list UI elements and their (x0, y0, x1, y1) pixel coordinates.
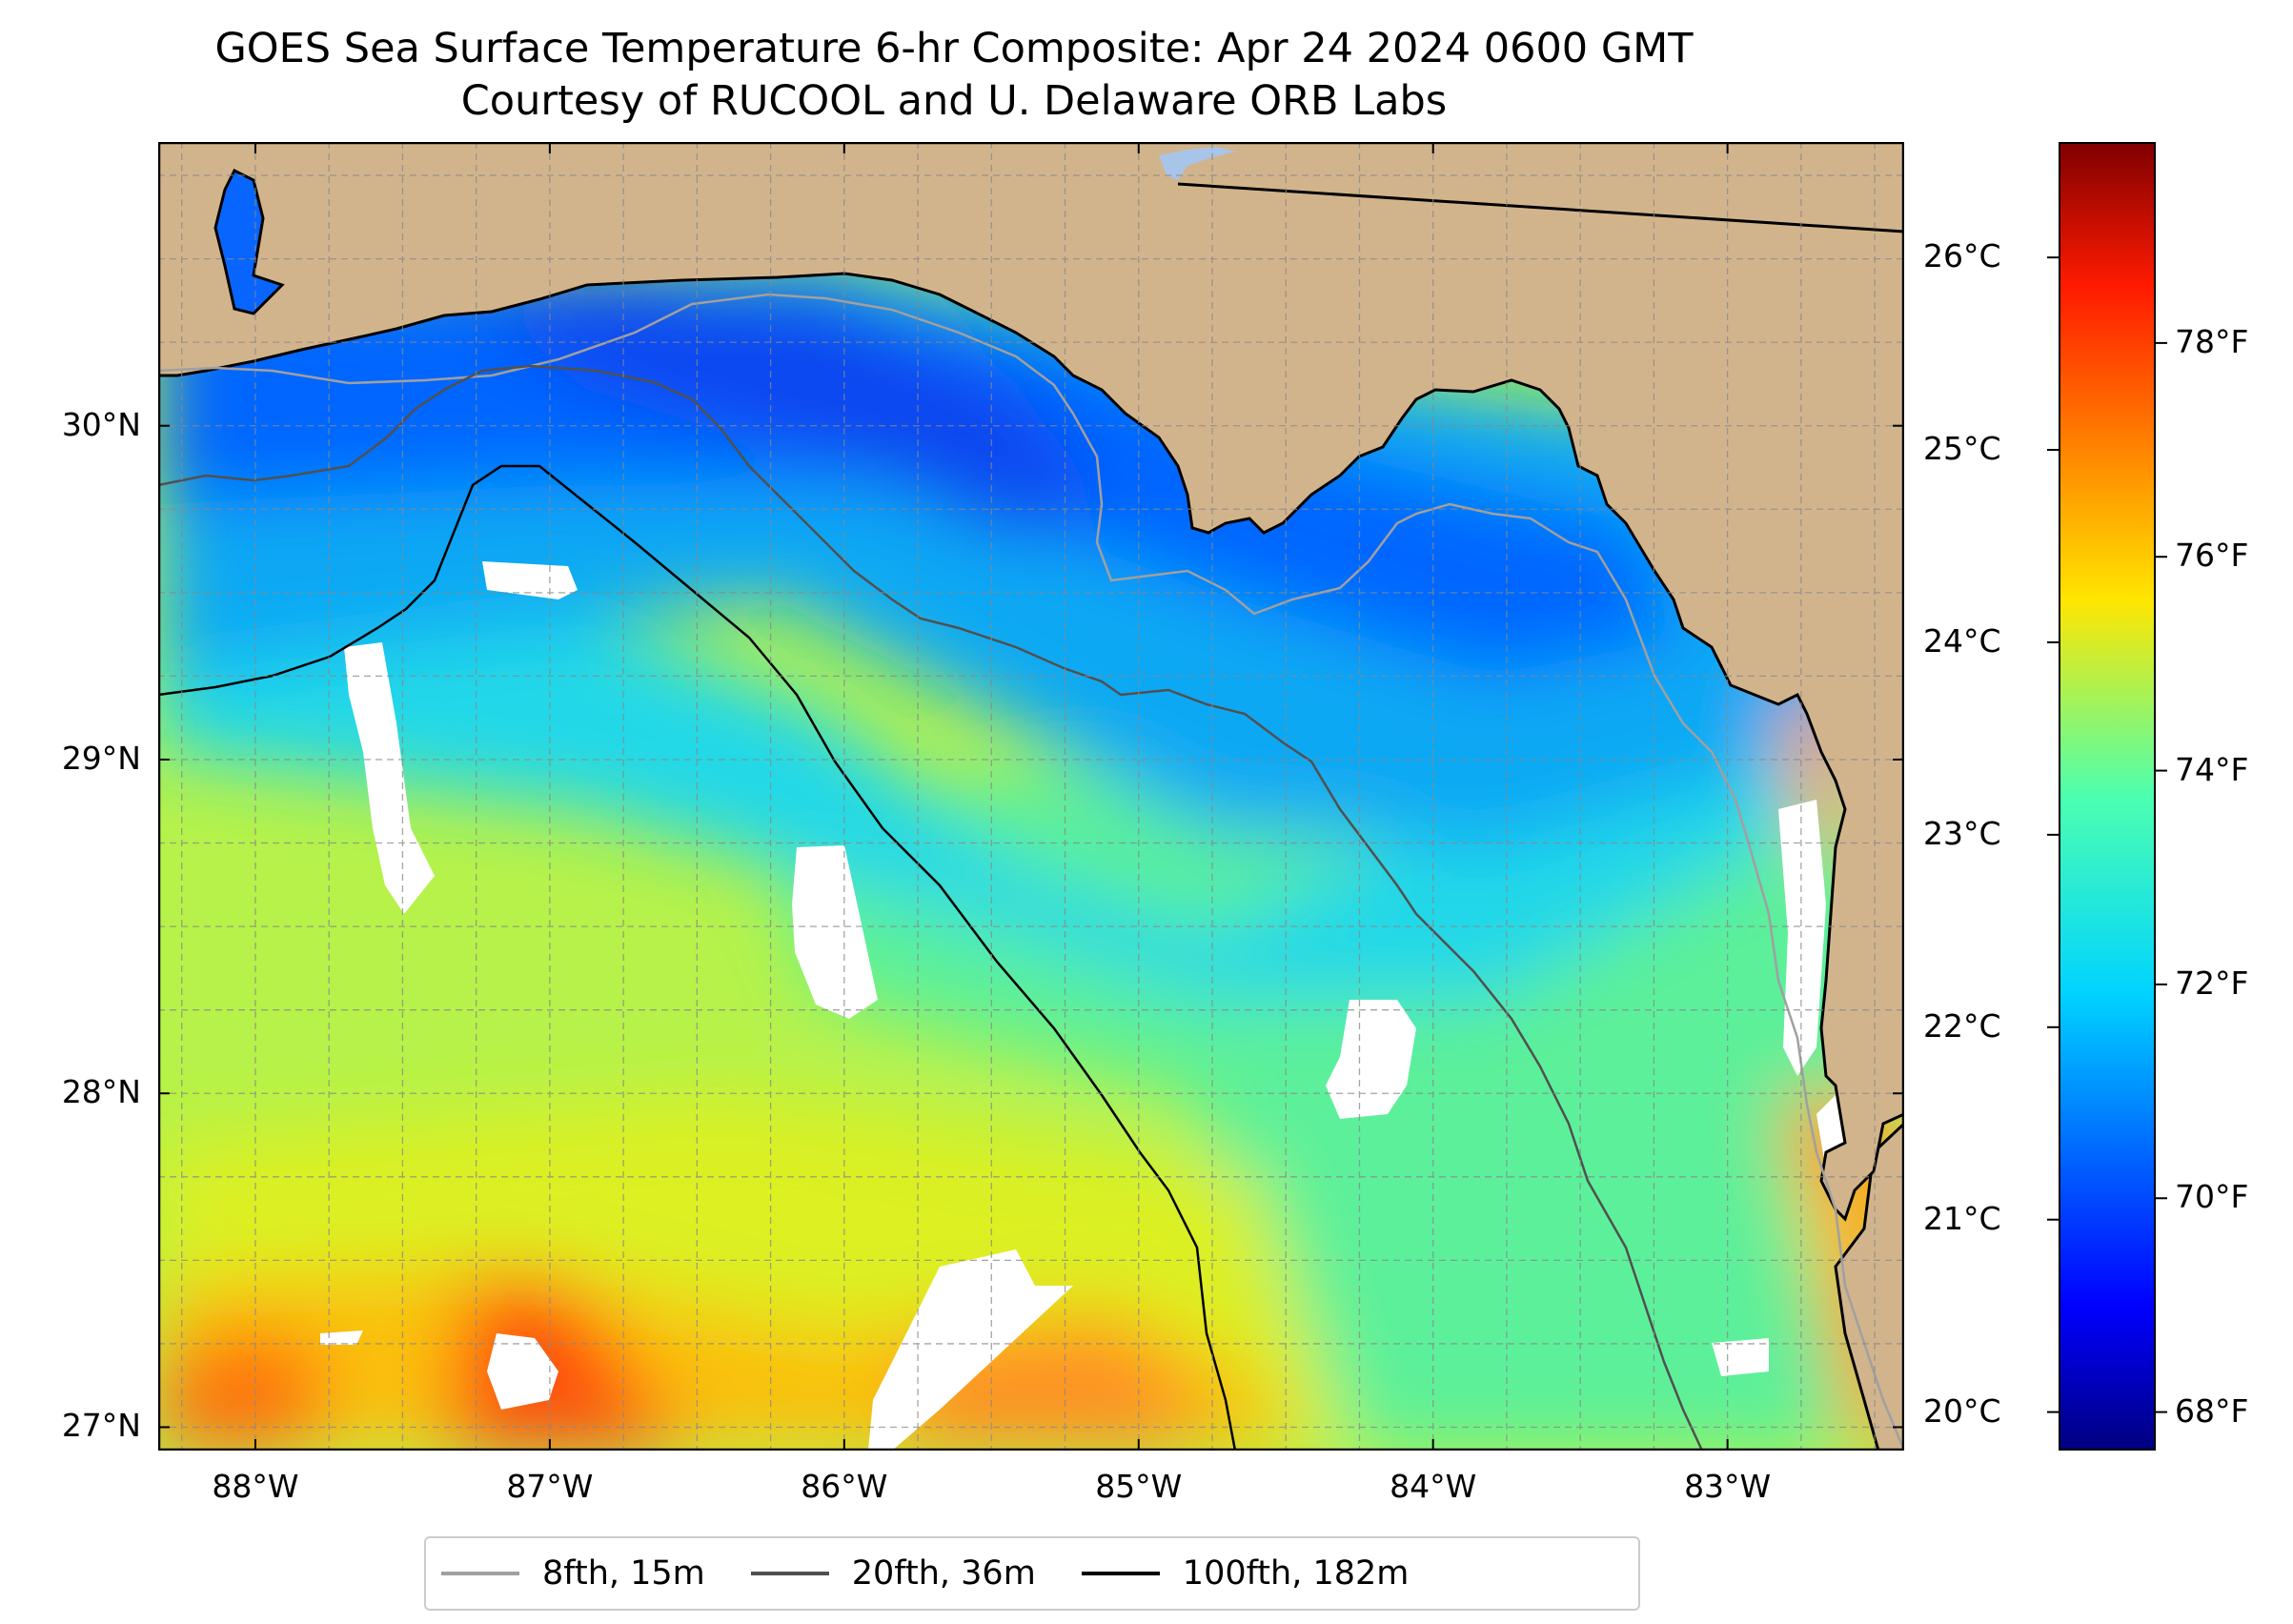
fahrenheit-tick-label: 76°F (2175, 537, 2249, 575)
contour-8fth (158, 293, 1904, 1451)
longitude-tick-label: 85°W (1095, 1468, 1183, 1505)
latitude-tick-label: 30°N (61, 405, 141, 443)
celsius-tick-label: 23°C (1923, 814, 2001, 852)
celsius-tick-label: 25°C (1923, 430, 2001, 468)
legend-item: 8fth, 15m (441, 1554, 705, 1593)
latitude-tick-label: 27°N (61, 1407, 141, 1445)
legend-swatch-20fth (750, 1572, 829, 1575)
legend-label: 8fth, 15m (542, 1554, 705, 1593)
longitude-tick-label: 86°W (801, 1468, 888, 1505)
longitude-tick-label: 84°W (1390, 1468, 1477, 1505)
map-subtitle: Courtesy of RUCOOL and U. Delaware ORB L… (460, 77, 1448, 125)
legend-swatch-8fth (441, 1572, 519, 1575)
celsius-tick-label: 24°C (1923, 621, 2001, 660)
celsius-tick-label: 26°C (1923, 237, 2001, 275)
longitude-tick-label: 88°W (212, 1468, 299, 1505)
longitude-tick-label: 87°W (506, 1468, 594, 1505)
celsius-tick-label: 21°C (1923, 1199, 2001, 1237)
legend-label: 20fth, 36m (851, 1554, 1036, 1593)
legend-item: 100fth, 182m (1081, 1554, 1410, 1593)
map-title: GOES Sea Surface Temperature 6-hr Compos… (214, 25, 1694, 72)
celsius-tick-label: 22°C (1923, 1006, 2001, 1045)
map-tick-marks (158, 142, 1904, 1451)
contour-legend: 8fth, 15m 20fth, 36m 100fth, 182m (424, 1536, 1640, 1611)
celsius-tick-label: 20°C (1923, 1391, 2001, 1430)
sst-map (158, 142, 1904, 1451)
legend-item: 20fth, 36m (750, 1554, 1036, 1593)
fahrenheit-tick-label: 74°F (2175, 750, 2249, 788)
temperature-colorbar (2047, 142, 2167, 1451)
missing-data-areas (320, 561, 1845, 1451)
legend-label: 100fth, 182m (1182, 1554, 1410, 1593)
legend-swatch-100fth (1081, 1572, 1160, 1575)
contour-100fth (158, 464, 1237, 1451)
longitude-tick-label: 83°W (1684, 1468, 1772, 1505)
land (158, 142, 1904, 1451)
map-grid (158, 142, 1904, 1451)
latitude-tick-label: 29°N (61, 739, 141, 777)
fahrenheit-tick-label: 68°F (2175, 1391, 2249, 1430)
map-frame (158, 142, 1904, 1451)
latitude-tick-label: 28°N (61, 1073, 141, 1111)
fahrenheit-tick-label: 72°F (2175, 964, 2249, 1002)
contour-20fth (158, 364, 1704, 1451)
lake (1159, 147, 1235, 180)
fahrenheit-tick-label: 70°F (2175, 1178, 2249, 1216)
bathymetry-contours (158, 147, 1904, 1451)
state-border-line (1177, 182, 1904, 233)
fahrenheit-tick-label: 78°F (2175, 322, 2249, 360)
